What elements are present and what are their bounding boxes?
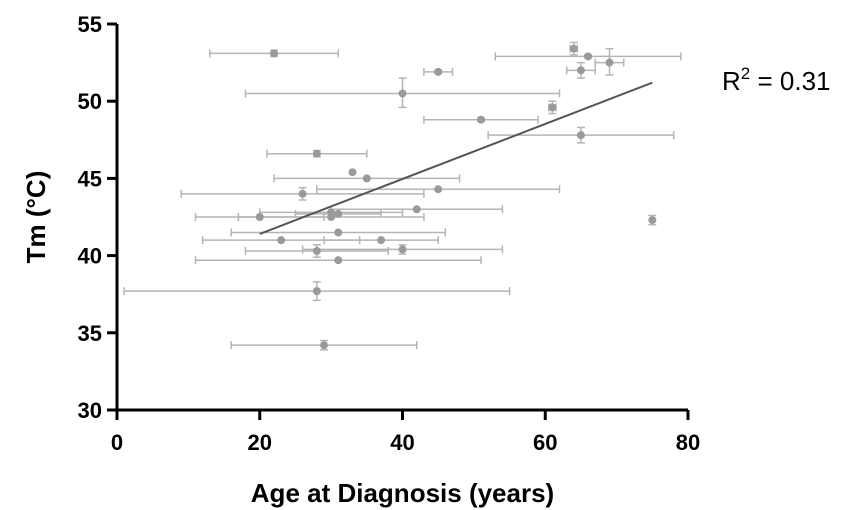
data-point <box>434 185 443 194</box>
data-point <box>362 174 371 183</box>
data-point <box>298 189 307 198</box>
x-tick-label: 0 <box>111 430 123 455</box>
y-tick-label: 30 <box>78 398 102 423</box>
data-points <box>255 44 657 350</box>
r-squared-value: = 0.31 <box>750 66 830 96</box>
r-squared-annotation: R2 = 0.31 <box>722 64 830 96</box>
data-point <box>605 58 614 67</box>
data-point <box>334 256 343 265</box>
r-squared-base: R <box>722 66 741 96</box>
y-tick-label: 45 <box>78 166 102 191</box>
x-axis-title: Age at Diagnosis (years) <box>251 478 554 508</box>
data-point <box>576 66 585 75</box>
data-point <box>327 213 336 221</box>
x-tick-label: 40 <box>390 430 414 455</box>
data-point <box>569 44 578 53</box>
y-axis-title: Tm (°C) <box>21 171 51 264</box>
error-bars <box>123 41 682 351</box>
regression-line <box>259 81 653 235</box>
data-point <box>312 287 321 296</box>
data-point <box>334 228 343 237</box>
data-point <box>277 236 286 245</box>
x-tick-label: 20 <box>248 430 272 455</box>
data-point <box>398 89 407 98</box>
data-point <box>255 213 264 221</box>
data-point <box>477 115 486 124</box>
y-tick-label: 55 <box>78 12 102 37</box>
data-point <box>270 49 279 58</box>
data-point <box>398 245 407 254</box>
data-point <box>334 209 343 218</box>
x-tick-label: 60 <box>533 430 557 455</box>
data-point <box>412 205 421 214</box>
data-point <box>312 246 321 255</box>
y-tick-label: 35 <box>78 321 102 346</box>
data-point <box>576 131 585 140</box>
data-point <box>648 216 657 225</box>
data-point <box>377 236 386 245</box>
y-tick-label: 40 <box>78 244 102 269</box>
y-tick-label: 50 <box>78 89 102 114</box>
x-tick-label: 80 <box>676 430 700 455</box>
data-point <box>312 149 321 158</box>
data-point <box>319 341 328 350</box>
data-point <box>584 52 593 61</box>
data-point <box>348 168 357 177</box>
data-point <box>548 103 557 112</box>
data-point <box>434 67 443 76</box>
r-squared-superscript: 2 <box>741 64 750 83</box>
axis-ticks: 0 20 40 60 80 30 35 40 45 50 55 <box>78 12 701 455</box>
